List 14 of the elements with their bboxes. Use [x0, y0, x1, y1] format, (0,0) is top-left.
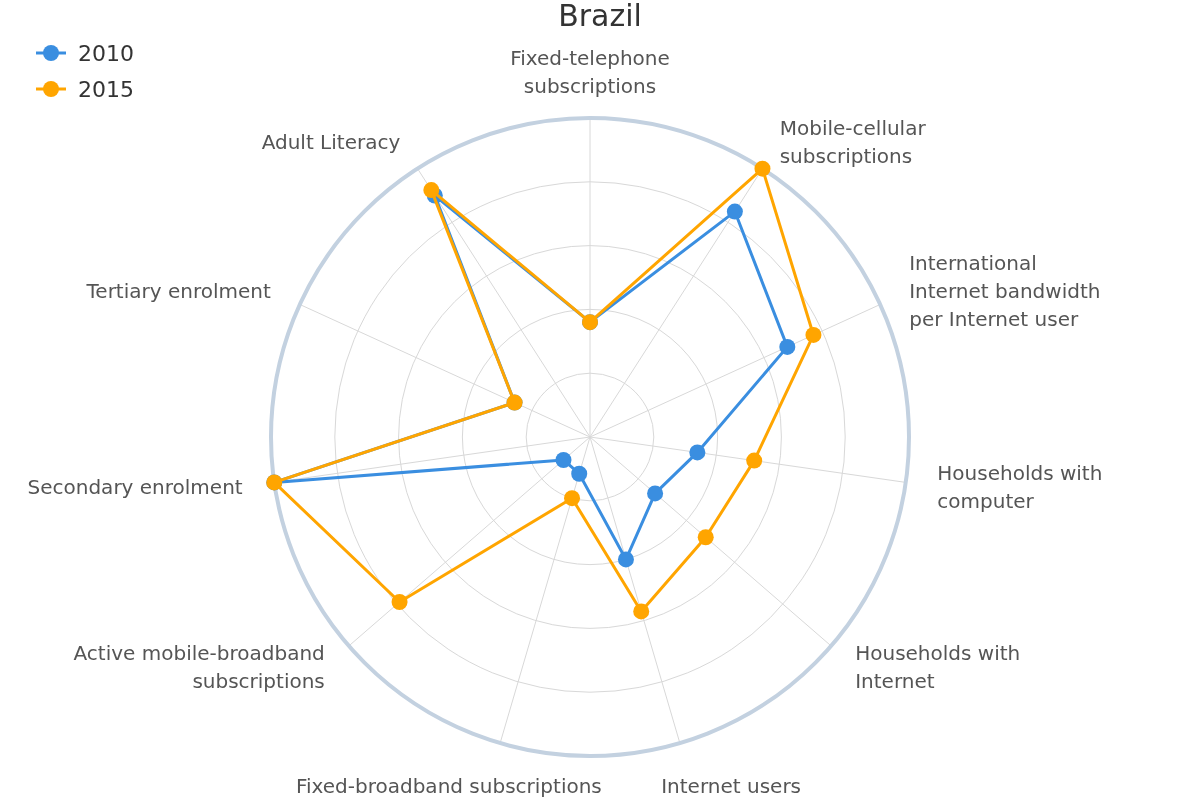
legend-label: 2015 [78, 77, 134, 102]
chart-title: Brazil [558, 0, 642, 33]
spoke-label: Households with computer [937, 460, 1103, 513]
spoke-label: Active mobile-broadband subscriptions [73, 640, 325, 693]
spoke-label: Fixed-broadband subscriptions [295, 773, 602, 798]
spoke-label: Internet users [661, 773, 802, 798]
spoke-label: International Internet bandwidth per Internet user [909, 251, 1101, 332]
spoke-label: Secondary enrolment [27, 474, 243, 499]
spoke-label: Tertiary enrolment [85, 279, 271, 304]
spoke-label: Mobile-cellular subscriptions [779, 115, 927, 168]
spoke-label: Households with Internet [855, 640, 1021, 693]
spoke-label: Fixed-telephone subscriptions [510, 46, 670, 99]
spoke-label: Adult Literacy [261, 129, 401, 154]
legend-label: 2010 [78, 41, 134, 66]
